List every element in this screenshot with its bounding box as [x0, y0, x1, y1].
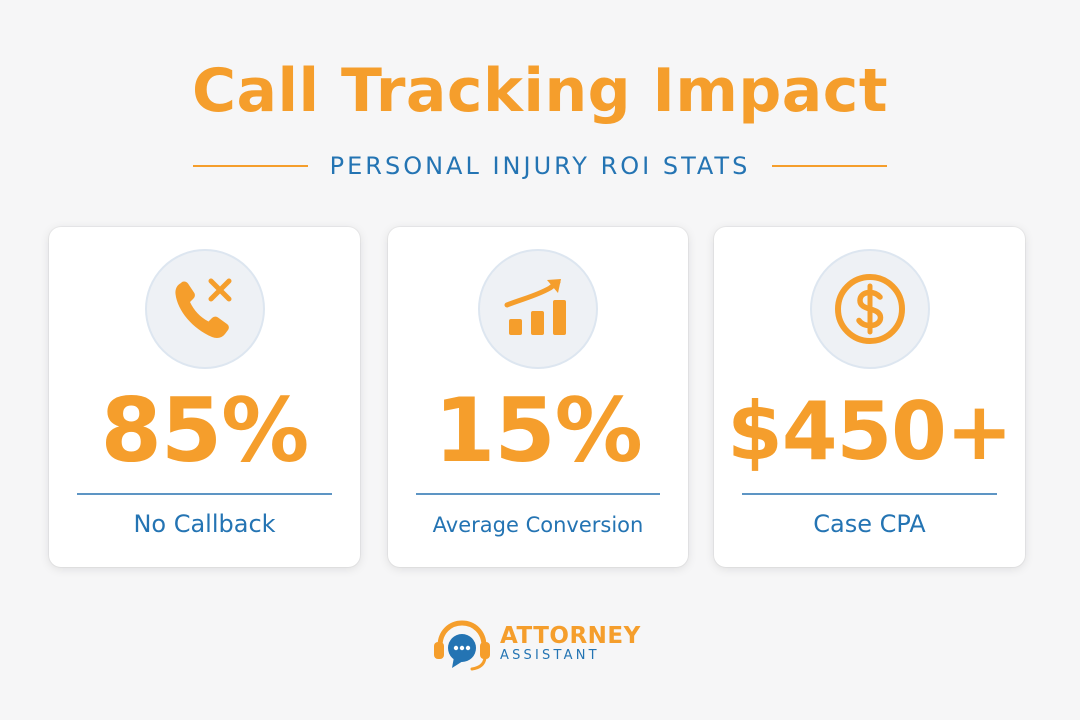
headset-chat-icon [434, 620, 490, 671]
stat-card-average-conversion: 15% Average Conversion [388, 227, 688, 567]
logo-wordmark: ATTORNEY ASSISTANT [500, 624, 641, 664]
stat-card-no-callback: 85% No Callback [49, 227, 360, 567]
page-title: Call Tracking Impact [191, 56, 889, 126]
stat-value: $450+ [727, 385, 1013, 478]
stat-divider [742, 493, 997, 495]
stat-value: 85% [100, 379, 310, 482]
subtitle-left-rule [192, 165, 308, 167]
stat-label: Average Conversion [432, 513, 644, 537]
logo-line-2: ASSISTANT [500, 648, 600, 664]
dollar-coin-icon [809, 249, 930, 369]
stat-card-case-cpa: $450+ Case CPA [714, 227, 1025, 567]
phone-missed-icon [144, 249, 265, 369]
subtitle-row: PERSONAL INJURY ROI STATS [0, 152, 1080, 180]
brand-logo: ATTORNEY ASSISTANT [430, 612, 641, 676]
stat-label: Case CPA [813, 510, 926, 538]
subtitle: PERSONAL INJURY ROI STATS [329, 152, 751, 180]
stat-value: 15% [434, 379, 643, 482]
stat-divider [416, 493, 660, 495]
chart-growth-icon [478, 249, 598, 369]
stat-label: No Callback [133, 510, 276, 538]
logo-line-1: ATTORNEY [500, 623, 641, 650]
stat-divider [77, 493, 332, 495]
subtitle-right-rule [772, 165, 888, 167]
